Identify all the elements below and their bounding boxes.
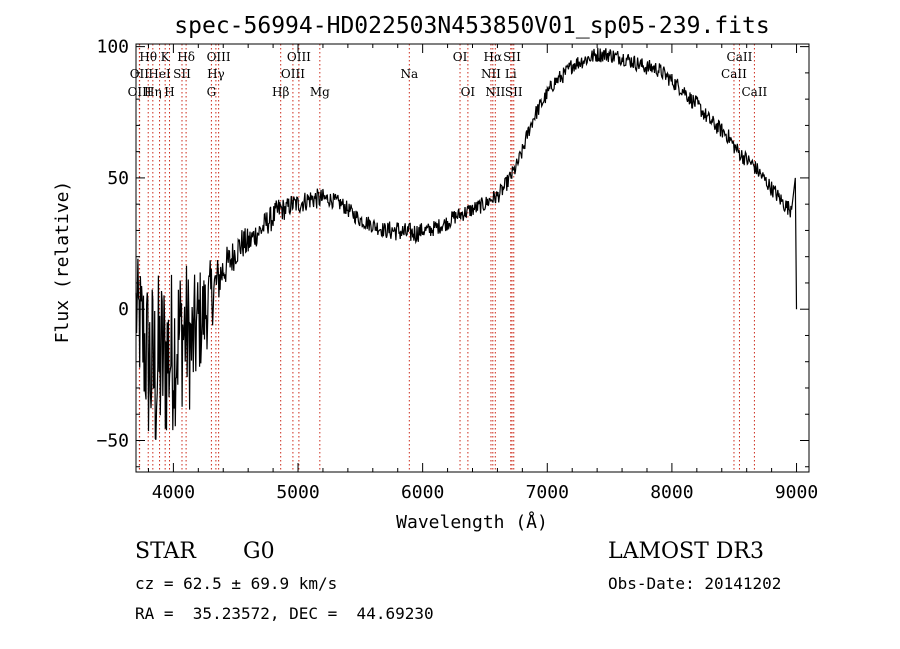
- y-axis-label: Flux (relative): [52, 181, 73, 344]
- spectral-line-label: OII: [130, 67, 150, 81]
- obs-date: Obs-Date: 20141202: [608, 574, 782, 593]
- y-tick-label: 100: [96, 37, 129, 58]
- x-tick-label: 4000: [152, 482, 195, 503]
- spectral-line-label: H: [164, 85, 174, 99]
- spectral-line-label: Li: [505, 67, 517, 81]
- spectral-line-label: Na: [400, 67, 418, 81]
- spectral-line-label: SII: [505, 85, 523, 99]
- spectral-line-label: SII: [173, 67, 191, 81]
- y-axis-ticks: −50 0 50 100: [96, 37, 809, 468]
- spectral-line-label: OI: [453, 50, 468, 64]
- spectral-line-label: CaII: [721, 67, 747, 81]
- spectral-line-label: OIII: [287, 50, 311, 64]
- x-axis-ticks: 4000 5000 6000 7000 8000 9000: [147, 44, 818, 503]
- y-tick-label: 0: [118, 299, 129, 320]
- flux-line: [135, 47, 798, 440]
- x-tick-label: 7000: [526, 482, 569, 503]
- chart-title: spec-56994-HD022503N453850V01_sp05-239.f…: [174, 13, 769, 39]
- object-subclass: G0: [243, 539, 275, 564]
- x-tick-label: 6000: [401, 482, 444, 503]
- spectral-line-label: NII: [485, 85, 505, 99]
- x-tick-label: 9000: [775, 482, 818, 503]
- plot-frame: [135, 43, 810, 473]
- x-tick-label: 5000: [276, 482, 319, 503]
- spectral-line-label: OIII: [281, 67, 305, 81]
- x-axis-label: Wavelength (Å): [396, 511, 548, 533]
- spectral-line-label: Mg: [310, 85, 330, 99]
- y-tick-label: −50: [96, 430, 129, 451]
- spectral-line-label: Hγ: [207, 67, 225, 81]
- spectral-line-label: CaII: [727, 50, 753, 64]
- spectral-line-label: HeI: [148, 67, 171, 81]
- survey-name: LAMOST DR3: [608, 539, 764, 564]
- x-tick-label: 8000: [650, 482, 693, 503]
- spectral-line-label: OI: [461, 85, 476, 99]
- spectral-line-label: CaII: [741, 85, 767, 99]
- spectral-line-label: NII: [481, 67, 501, 81]
- redshift-readout: cz = 62.5 ± 69.9 km/s: [135, 574, 338, 593]
- spectral-line-label: G: [207, 85, 217, 99]
- flux-series: [135, 47, 798, 440]
- spectral-line-labels: Hθ OII OIII HeI Hη K H SII Hδ OIII Hγ G Hβ OIII OIII Mg…: [128, 50, 768, 99]
- spectral-line-label: Hη: [144, 85, 162, 99]
- spectral-line-label: OIII: [128, 85, 152, 99]
- spectral-line-label: OIII: [207, 50, 231, 64]
- coordinates-readout: RA = 35.23572, DEC = 44.69230: [135, 604, 434, 623]
- spectral-line-label: Hδ: [177, 50, 195, 64]
- spectral-line-label: SII: [503, 50, 521, 64]
- object-class: STAR: [135, 539, 196, 564]
- spectral-line-label: Hβ: [272, 85, 289, 99]
- spectral-line-label: K: [161, 50, 171, 64]
- spectral-line-label: Hθ: [139, 50, 157, 64]
- y-tick-label: 50: [107, 168, 129, 189]
- spectral-line-label: Hα: [484, 50, 503, 64]
